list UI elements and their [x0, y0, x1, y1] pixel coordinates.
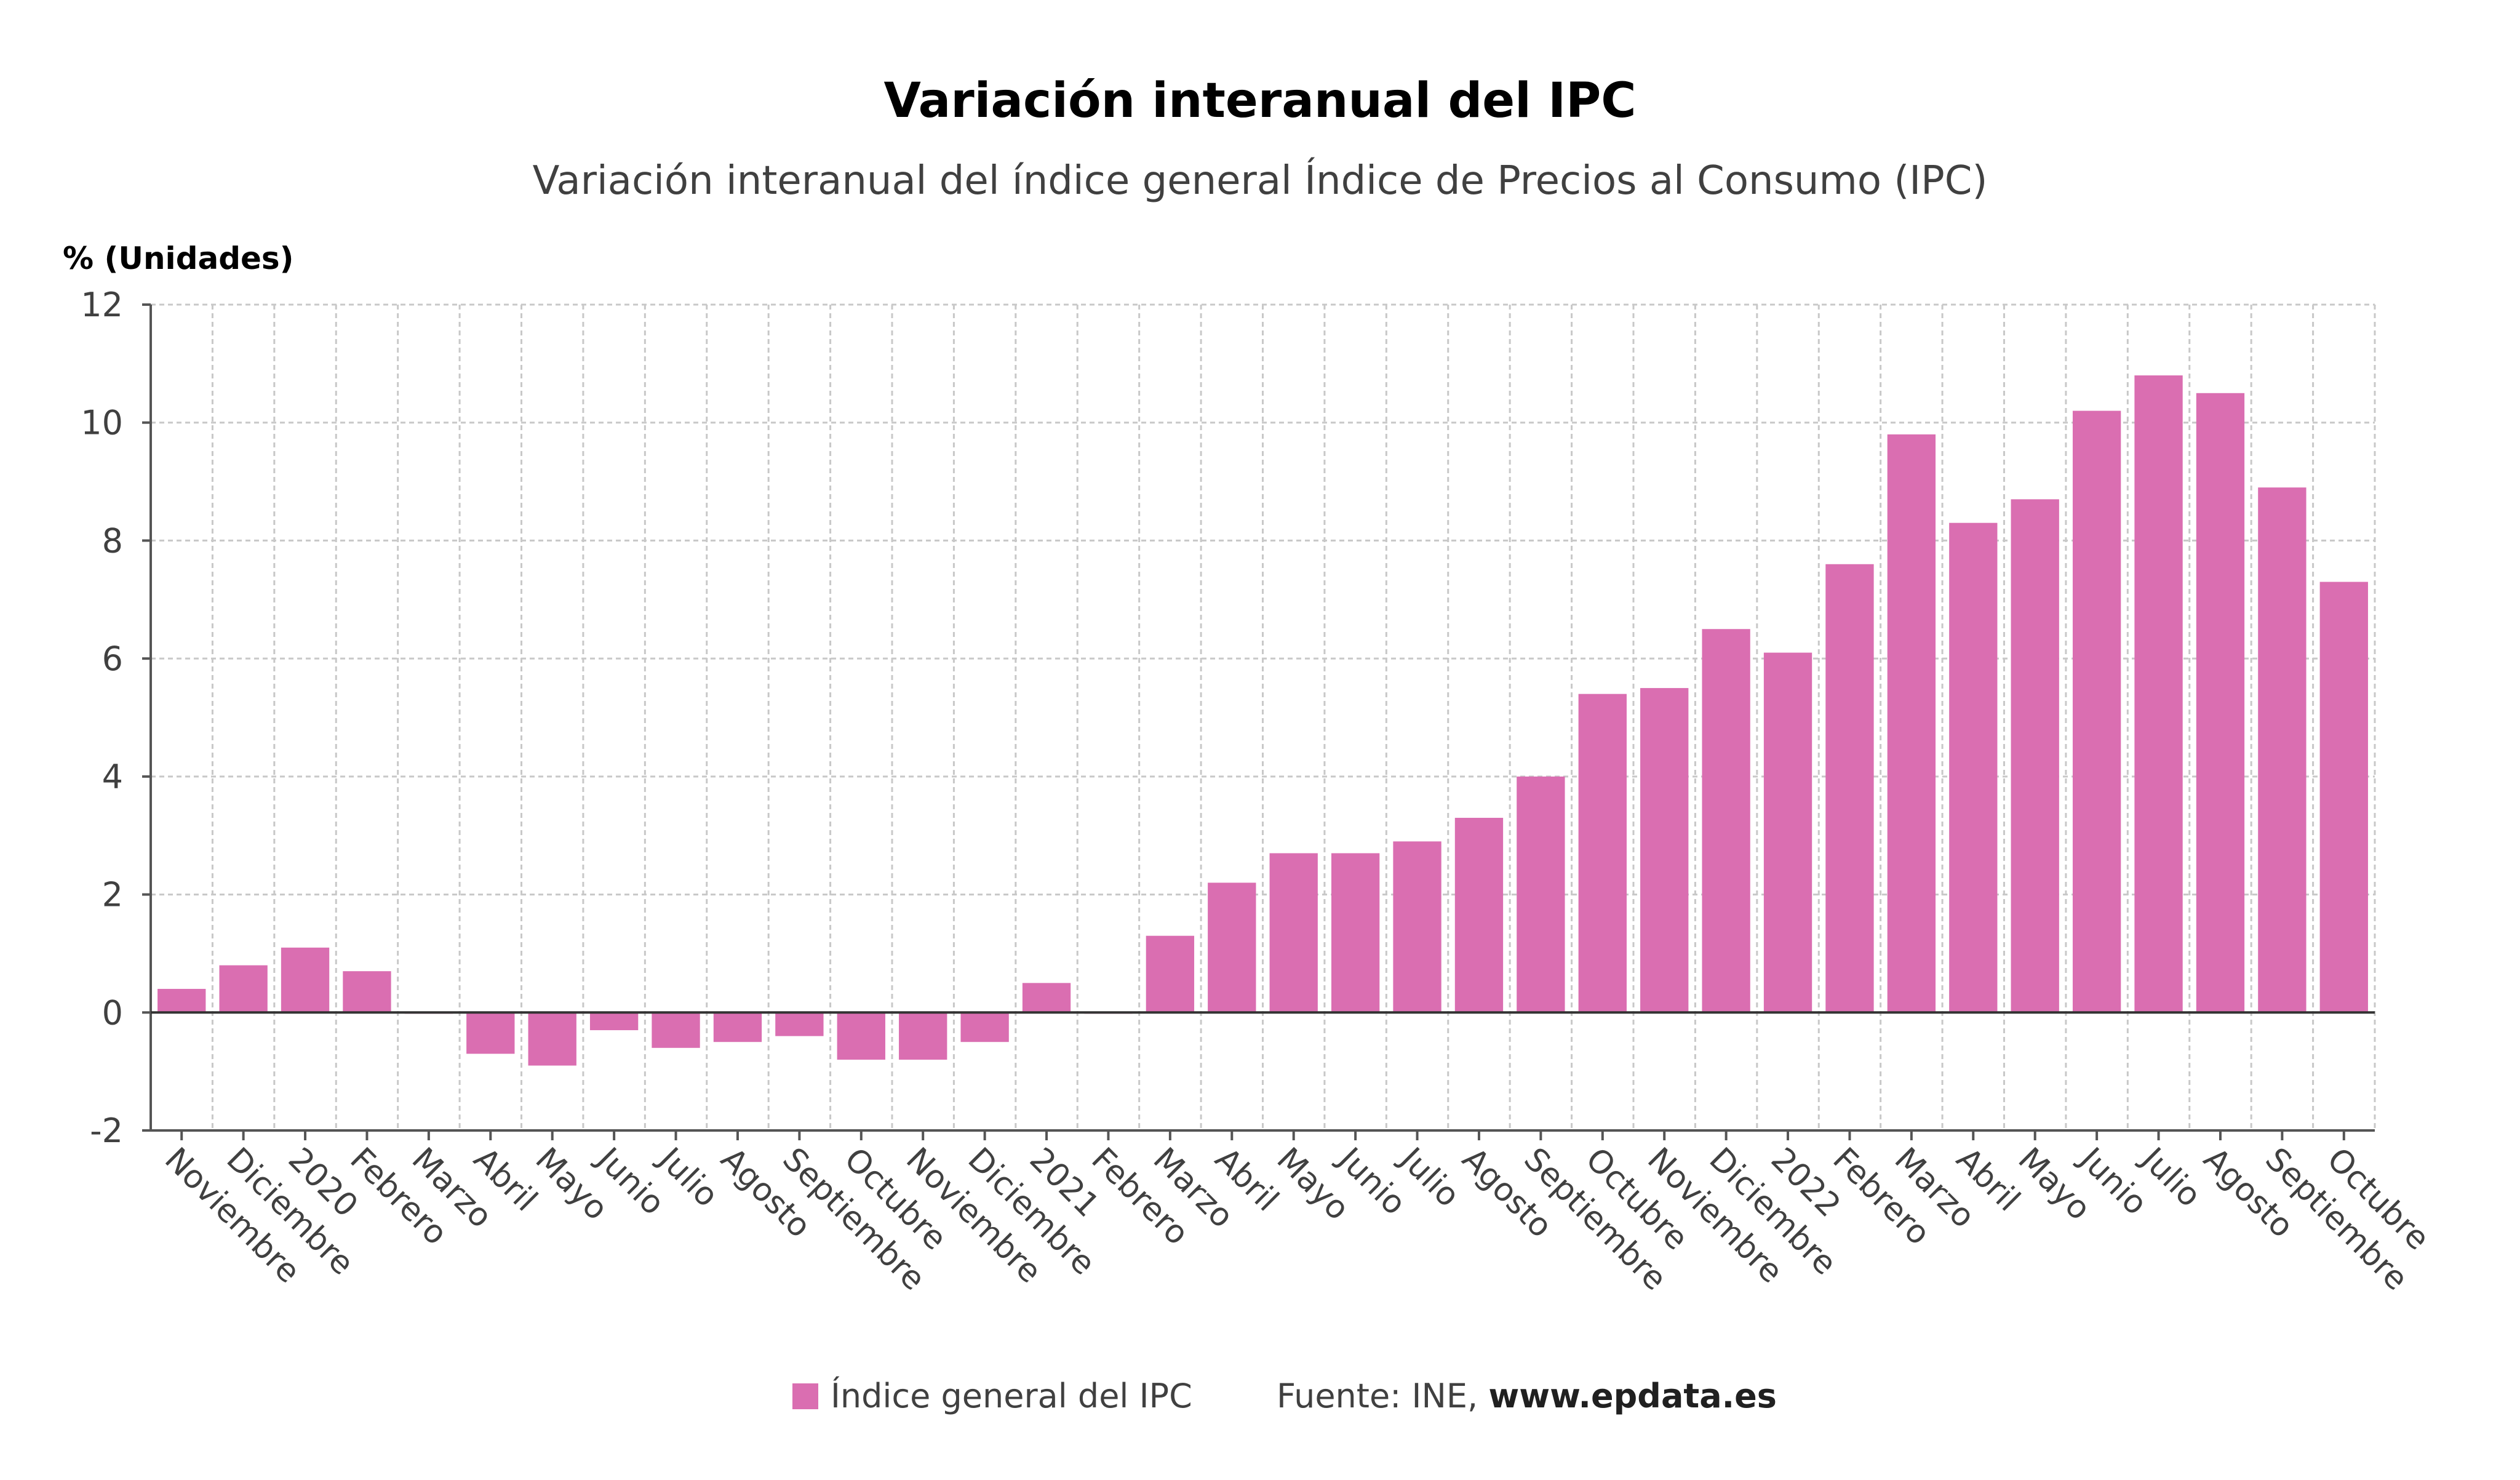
source-prefix: Fuente: INE,	[1277, 1377, 1488, 1415]
bar	[1393, 841, 1441, 1013]
bar	[713, 1012, 762, 1042]
bar	[1640, 688, 1689, 1013]
source-url-link[interactable]: www.epdata.es	[1488, 1377, 1777, 1415]
bar	[2134, 375, 2183, 1013]
bar	[1331, 853, 1380, 1013]
bar	[1517, 776, 1565, 1013]
legend-label: Índice general del IPC	[831, 1377, 1192, 1415]
bar	[2319, 582, 2368, 1013]
bars	[158, 375, 2368, 1066]
axes	[150, 305, 2375, 1132]
bar	[652, 1012, 700, 1048]
bar	[466, 1012, 515, 1054]
bar	[837, 1012, 885, 1060]
bar	[343, 971, 391, 1013]
y-axis-unit-label: % (Unidades)	[63, 241, 294, 276]
bar	[589, 1012, 639, 1031]
bar	[158, 988, 206, 1013]
y-tick-label: 10	[81, 404, 123, 442]
bar	[1022, 983, 1071, 1013]
y-tick-label: 8	[102, 521, 123, 560]
bar	[1702, 629, 1750, 1013]
y-tick-label: 0	[102, 993, 123, 1032]
bar	[1825, 564, 1874, 1013]
bar	[960, 1012, 1009, 1042]
chart-subtitle: Variación interanual del índice general …	[533, 157, 1988, 204]
bar	[528, 1012, 576, 1066]
bar	[1578, 694, 1627, 1013]
legend-swatch	[792, 1383, 818, 1409]
chart-title: Variación interanual del IPC	[883, 73, 1636, 129]
bar	[281, 947, 330, 1013]
bar	[219, 965, 268, 1013]
bar	[1887, 434, 1936, 1013]
bar	[1949, 522, 1998, 1013]
bar	[2258, 487, 2307, 1013]
bar	[1763, 652, 1812, 1013]
bar	[2196, 393, 2245, 1013]
source-note: Fuente: INE, www.epdata.es	[1277, 1377, 1777, 1415]
bar	[1269, 853, 1318, 1013]
bar	[775, 1012, 824, 1036]
y-tick-label: -2	[90, 1111, 123, 1150]
bar	[1454, 817, 1504, 1013]
legend: Índice general del IPC	[792, 1377, 1192, 1415]
bar	[1208, 882, 1256, 1013]
y-axis-ticks: -2 0 2 4 6 8 10 12	[81, 286, 151, 1150]
y-tick-label: 12	[81, 286, 123, 324]
bar	[2011, 499, 2059, 1013]
bar	[2072, 410, 2121, 1013]
y-tick-label: 2	[102, 876, 123, 914]
y-tick-label: 6	[102, 639, 123, 678]
bar	[899, 1012, 947, 1060]
y-tick-label: 4	[102, 758, 123, 796]
bar	[1146, 935, 1195, 1013]
